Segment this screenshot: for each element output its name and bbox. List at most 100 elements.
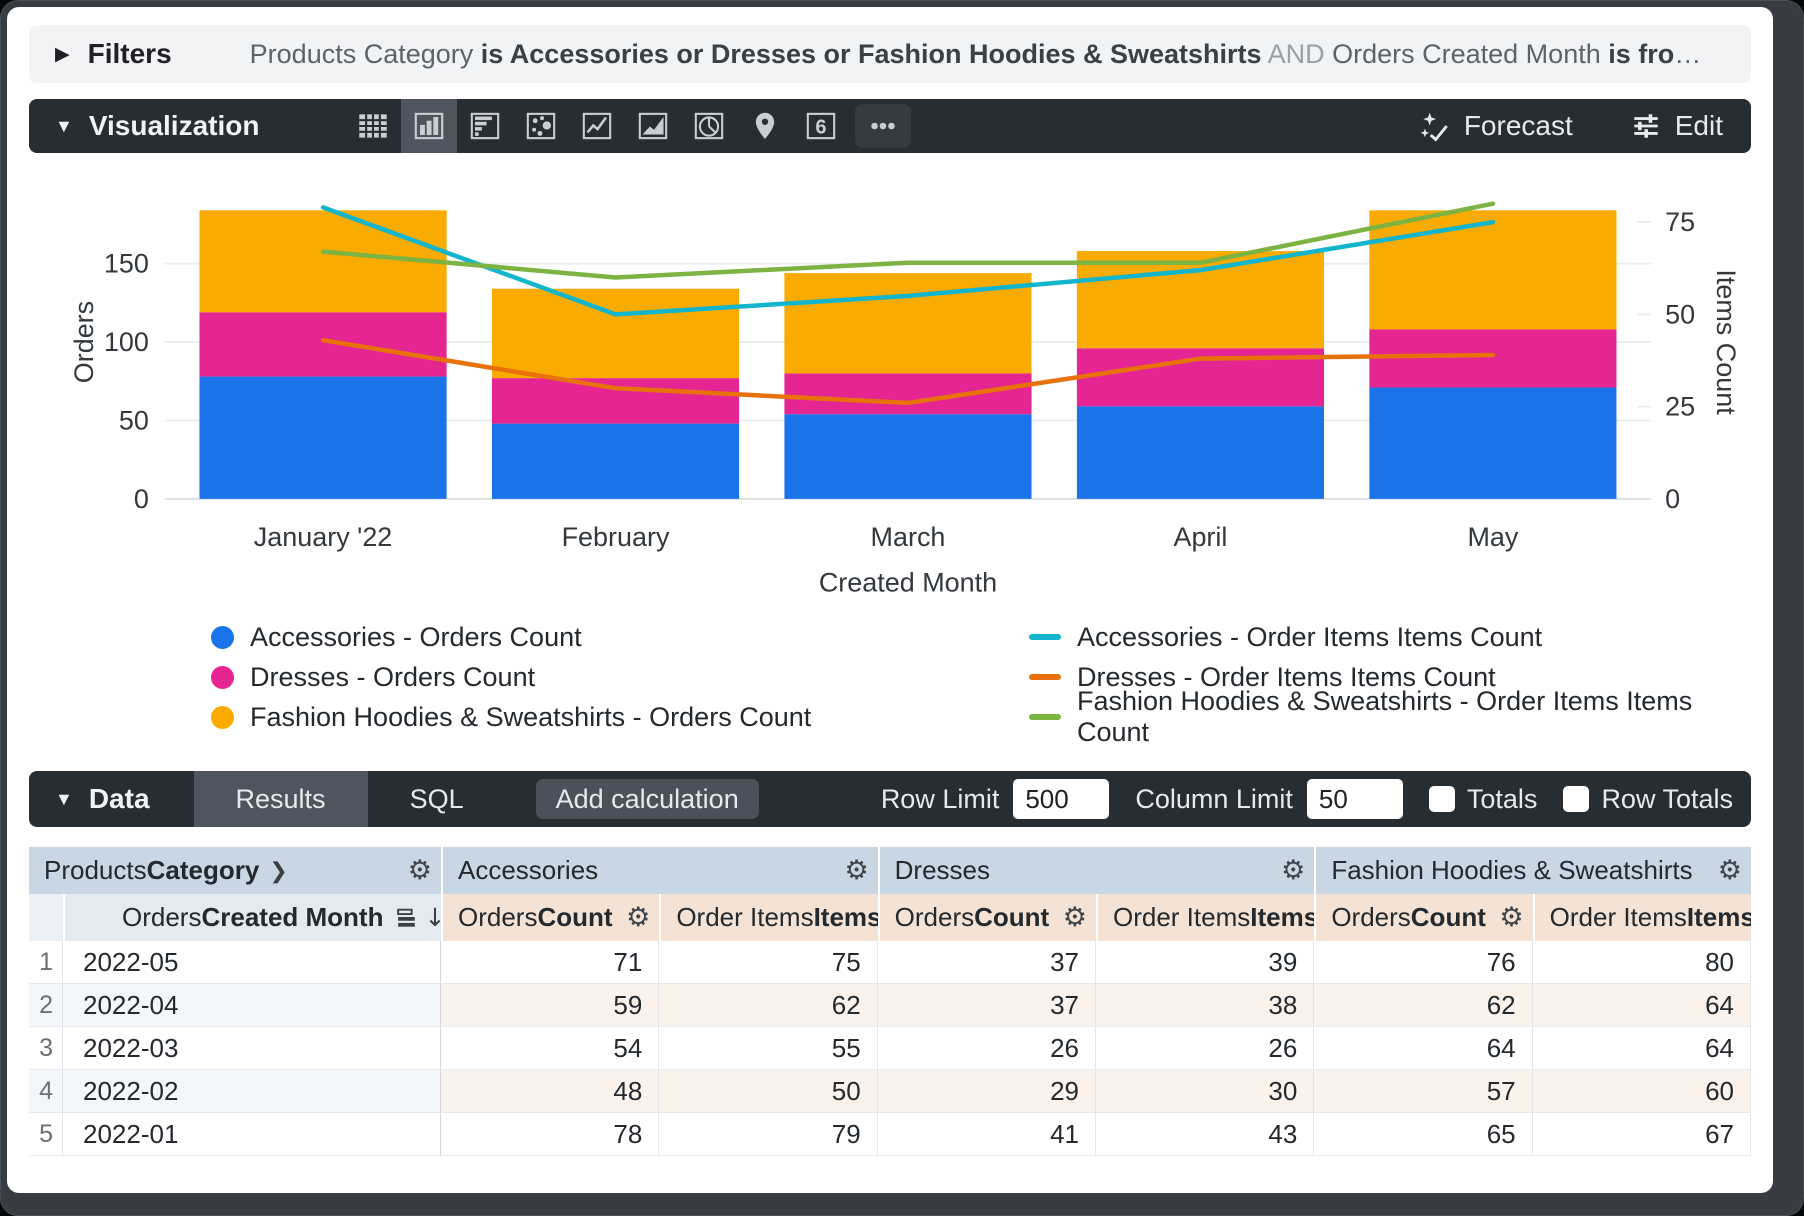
bar-segment[interactable] — [199, 312, 447, 377]
measure-column-header[interactable]: Orders Count ⚙ — [877, 894, 1096, 941]
value-cell[interactable]: 75 — [659, 941, 878, 984]
bar-segment[interactable] — [491, 423, 740, 499]
month-cell[interactable]: 2022-03 — [63, 1027, 441, 1070]
measure-column-header[interactable]: Order Items Items Count⚙ — [659, 894, 878, 941]
add-calculation-button[interactable]: Add calculation — [535, 779, 759, 819]
filters-expand-icon[interactable]: ▶ — [55, 43, 70, 65]
data-collapse-icon[interactable]: ▼ — [55, 788, 73, 809]
value-cell[interactable]: 62 — [1314, 984, 1533, 1027]
bar-segment[interactable] — [199, 210, 447, 313]
viz-type-table[interactable] — [345, 99, 401, 153]
bar-segment[interactable] — [199, 376, 447, 499]
value-cell[interactable]: 80 — [1532, 941, 1751, 984]
gear-icon[interactable]: ⚙ — [844, 855, 869, 886]
value-cell[interactable]: 29 — [877, 1070, 1096, 1113]
legend-item[interactable]: Dresses - Orders Count — [211, 657, 1029, 697]
value-cell[interactable]: 50 — [659, 1070, 878, 1113]
bar-segment[interactable] — [491, 288, 740, 379]
value-cell[interactable]: 55 — [659, 1027, 878, 1070]
viz-type-bar[interactable] — [457, 99, 513, 153]
viz-type-area[interactable] — [625, 99, 681, 153]
month-cell[interactable]: 2022-02 — [63, 1070, 441, 1113]
column-header-products-category[interactable]: Products Category ❯ ⚙ — [29, 847, 441, 894]
bar-segment[interactable] — [1369, 387, 1617, 499]
measure-column-header[interactable]: Orders Count ⚙ — [441, 894, 660, 941]
column-group-header[interactable]: Accessories ⚙ — [441, 847, 878, 894]
value-cell[interactable]: 59 — [441, 984, 660, 1027]
month-cell[interactable]: 2022-04 — [63, 984, 441, 1027]
row-totals-checkbox[interactable] — [1563, 786, 1590, 812]
legend-item[interactable]: Fashion Hoodies & Sweatshirts - Orders C… — [211, 697, 1029, 737]
value-cell[interactable]: 39 — [1095, 941, 1315, 984]
measure-column-header[interactable]: Orders Count ⚙ — [1314, 894, 1533, 941]
column-header-orders-created-month[interactable]: Orders Created Month↓⚙ — [63, 894, 441, 941]
value-cell[interactable]: 26 — [877, 1027, 1096, 1070]
viz-type-map[interactable] — [737, 99, 793, 153]
bar-segment[interactable] — [491, 378, 740, 424]
value-cell[interactable]: 26 — [1095, 1027, 1315, 1070]
value-cell[interactable]: 64 — [1532, 1027, 1751, 1070]
bar-segment[interactable] — [784, 414, 1032, 499]
bar-segment[interactable] — [1369, 210, 1617, 330]
filters-bar[interactable]: ▶ Filters Products Category is Accessori… — [29, 25, 1751, 83]
value-cell[interactable]: 71 — [441, 941, 660, 984]
legend-item[interactable]: Dresses - Order Items Items Count — [1029, 657, 1751, 697]
value-cell[interactable]: 43 — [1095, 1113, 1315, 1156]
bar-segment[interactable] — [1076, 251, 1325, 349]
measure-column-header[interactable]: Order Items Items Count⚙ — [1532, 894, 1751, 941]
value-cell[interactable]: 76 — [1314, 941, 1533, 984]
gear-icon[interactable]: ⚙ — [1717, 855, 1742, 886]
gear-icon[interactable]: ⚙ — [626, 902, 651, 933]
column-limit-input[interactable] — [1306, 779, 1403, 819]
measure-column-header[interactable]: Order Items Items Count⚙ — [1095, 894, 1315, 941]
bar-segment[interactable] — [1076, 406, 1325, 499]
legend-item[interactable]: Accessories - Order Items Items Count — [1029, 617, 1751, 657]
value-cell[interactable]: 54 — [441, 1027, 660, 1070]
value-cell[interactable]: 64 — [1532, 984, 1751, 1027]
value-cell[interactable]: 37 — [877, 984, 1096, 1027]
viz-type-single-value[interactable]: 6 — [793, 99, 849, 153]
tab-results[interactable]: Results — [193, 771, 368, 827]
legend-item[interactable]: Fashion Hoodies & Sweatshirts - Order It… — [1029, 686, 1751, 747]
value-cell[interactable]: 30 — [1095, 1070, 1315, 1113]
edit-button[interactable]: Edit — [1629, 109, 1723, 143]
sort-desc-icon[interactable]: ↓ — [424, 903, 441, 932]
value-cell[interactable]: 67 — [1532, 1113, 1751, 1156]
viz-type-line[interactable] — [569, 99, 625, 153]
viz-type-more[interactable] — [855, 104, 912, 148]
value-cell[interactable]: 48 — [441, 1070, 660, 1113]
value-cell[interactable]: 79 — [659, 1113, 878, 1156]
row-limit-input[interactable] — [1013, 779, 1110, 819]
value-cell[interactable]: 62 — [659, 984, 878, 1027]
viz-type-scatter[interactable] — [513, 99, 569, 153]
value-cell[interactable]: 41 — [877, 1113, 1096, 1156]
tab-sql[interactable]: SQL — [409, 783, 464, 814]
line-series[interactable] — [320, 205, 1496, 317]
legend-item[interactable]: Accessories - Orders Count — [211, 617, 1029, 657]
month-cell[interactable]: 2022-05 — [63, 941, 441, 984]
line-series[interactable] — [320, 337, 1496, 406]
gear-icon[interactable]: ⚙ — [1499, 902, 1524, 933]
viz-type-column[interactable] — [401, 99, 458, 153]
value-cell[interactable]: 57 — [1314, 1070, 1533, 1113]
value-cell[interactable]: 37 — [877, 941, 1096, 984]
viz-type-pie[interactable] — [681, 99, 737, 153]
column-group-header[interactable]: Dresses ⚙ — [877, 847, 1315, 894]
month-cell[interactable]: 2022-01 — [63, 1113, 441, 1156]
bar-segment[interactable] — [1369, 329, 1617, 388]
value-cell[interactable]: 38 — [1095, 984, 1315, 1027]
value-cell[interactable]: 78 — [441, 1113, 660, 1156]
value-cell[interactable]: 65 — [1314, 1113, 1533, 1156]
visualization-collapse-icon[interactable]: ▼ — [55, 115, 73, 136]
gear-icon[interactable]: ⚙ — [407, 855, 432, 886]
chevron-right-icon[interactable]: ❯ — [269, 857, 288, 883]
value-cell[interactable]: 60 — [1532, 1070, 1751, 1113]
bar-segment[interactable] — [784, 373, 1032, 415]
gear-icon[interactable]: ⚙ — [1062, 902, 1087, 933]
forecast-button[interactable]: Forecast — [1418, 109, 1573, 143]
line-series[interactable] — [320, 201, 1496, 280]
column-group-header[interactable]: Fashion Hoodies & Sweatshirts ⚙ — [1314, 847, 1751, 894]
totals-checkbox[interactable] — [1428, 786, 1455, 812]
gear-icon[interactable]: ⚙ — [1281, 855, 1306, 886]
value-cell[interactable]: 64 — [1314, 1027, 1533, 1070]
